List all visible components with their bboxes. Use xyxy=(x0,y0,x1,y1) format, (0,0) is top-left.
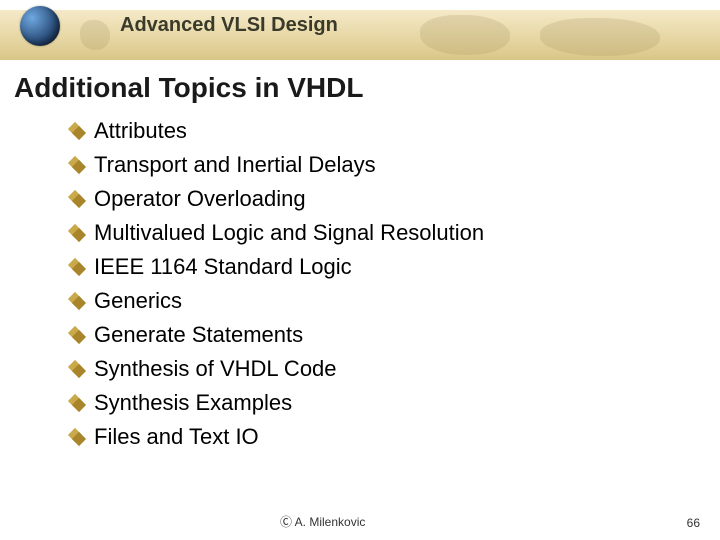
bullet-icon xyxy=(70,430,84,444)
header-title: Advanced VLSI Design xyxy=(120,14,338,37)
list-item: Attributes xyxy=(70,118,670,144)
bullet-icon xyxy=(70,396,84,410)
list-item: Multivalued Logic and Signal Resolution xyxy=(70,220,670,246)
list-item: IEEE 1164 Standard Logic xyxy=(70,254,670,280)
bullet-text: Attributes xyxy=(94,118,187,144)
bullet-icon xyxy=(70,328,84,342)
map-decor xyxy=(80,20,110,50)
bullet-text: Synthesis Examples xyxy=(94,390,292,416)
bullet-text: Generate Statements xyxy=(94,322,303,348)
header-band xyxy=(0,10,720,60)
bullet-icon xyxy=(70,294,84,308)
footer-page-number: 66 xyxy=(687,516,700,530)
bullet-icon xyxy=(70,158,84,172)
footer-copyright: Ⓒ A. Milenkovic xyxy=(280,513,365,530)
bullet-text: Multivalued Logic and Signal Resolution xyxy=(94,220,484,246)
list-item: Generics xyxy=(70,288,670,314)
bullet-icon xyxy=(70,260,84,274)
bullet-text: Generics xyxy=(94,288,182,314)
bullet-icon xyxy=(70,362,84,376)
list-item: Transport and Inertial Delays xyxy=(70,152,670,178)
bullet-text: Files and Text IO xyxy=(94,424,259,450)
list-item: Synthesis Examples xyxy=(70,390,670,416)
list-item: Operator Overloading xyxy=(70,186,670,212)
bullet-list: Attributes Transport and Inertial Delays… xyxy=(70,118,670,458)
bullet-text: Synthesis of VHDL Code xyxy=(94,356,337,382)
slide-title: Additional Topics in VHDL xyxy=(14,72,363,104)
bullet-text: IEEE 1164 Standard Logic xyxy=(94,254,352,280)
bullet-text: Transport and Inertial Delays xyxy=(94,152,376,178)
bullet-text: Operator Overloading xyxy=(94,186,306,212)
list-item: Generate Statements xyxy=(70,322,670,348)
map-decor xyxy=(540,18,660,56)
list-item: Synthesis of VHDL Code xyxy=(70,356,670,382)
map-decor xyxy=(420,15,510,55)
bullet-icon xyxy=(70,192,84,206)
list-item: Files and Text IO xyxy=(70,424,670,450)
bullet-icon xyxy=(70,226,84,240)
bullet-icon xyxy=(70,124,84,138)
globe-icon xyxy=(20,6,60,46)
